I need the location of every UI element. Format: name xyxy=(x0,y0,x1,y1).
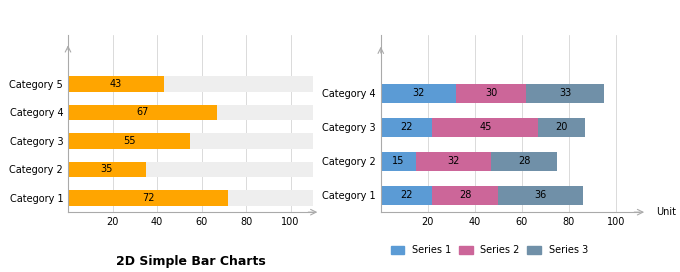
Bar xyxy=(68,133,313,149)
Bar xyxy=(526,84,604,103)
Bar xyxy=(491,152,557,171)
Bar xyxy=(68,190,313,206)
Text: 22: 22 xyxy=(401,122,413,132)
Bar xyxy=(416,152,491,171)
Bar xyxy=(381,186,432,205)
Text: 33: 33 xyxy=(559,88,571,98)
Bar xyxy=(68,104,217,120)
Text: 32: 32 xyxy=(447,156,460,166)
Text: 32: 32 xyxy=(412,88,424,98)
Text: 72: 72 xyxy=(142,193,154,203)
Bar xyxy=(381,118,432,137)
Text: Unit: Unit xyxy=(656,207,676,217)
Text: 20: 20 xyxy=(556,122,568,132)
Bar xyxy=(68,190,228,206)
Bar xyxy=(432,118,538,137)
Legend: Series 1, Series 2, Series 3: Series 1, Series 2, Series 3 xyxy=(390,245,588,255)
Text: 55: 55 xyxy=(123,136,135,146)
Bar xyxy=(68,104,313,120)
Bar xyxy=(68,162,146,177)
Text: 15: 15 xyxy=(392,156,405,166)
Text: 28: 28 xyxy=(459,190,471,200)
Bar xyxy=(538,118,585,137)
Bar xyxy=(498,186,583,205)
Text: 67: 67 xyxy=(137,107,149,117)
Text: 45: 45 xyxy=(479,122,492,132)
Text: 22: 22 xyxy=(401,190,413,200)
Bar xyxy=(68,162,313,177)
Bar xyxy=(68,133,190,149)
Bar xyxy=(456,84,526,103)
Text: 35: 35 xyxy=(101,164,113,174)
Bar xyxy=(381,152,416,171)
Text: 43: 43 xyxy=(109,79,122,89)
Bar xyxy=(68,76,313,92)
Bar xyxy=(381,84,456,103)
Text: 28: 28 xyxy=(518,156,530,166)
Text: 30: 30 xyxy=(485,88,497,98)
Text: 36: 36 xyxy=(534,190,547,200)
Bar xyxy=(432,186,498,205)
Text: 2D Simple Bar Charts: 2D Simple Bar Charts xyxy=(116,255,265,268)
Bar xyxy=(68,76,164,92)
